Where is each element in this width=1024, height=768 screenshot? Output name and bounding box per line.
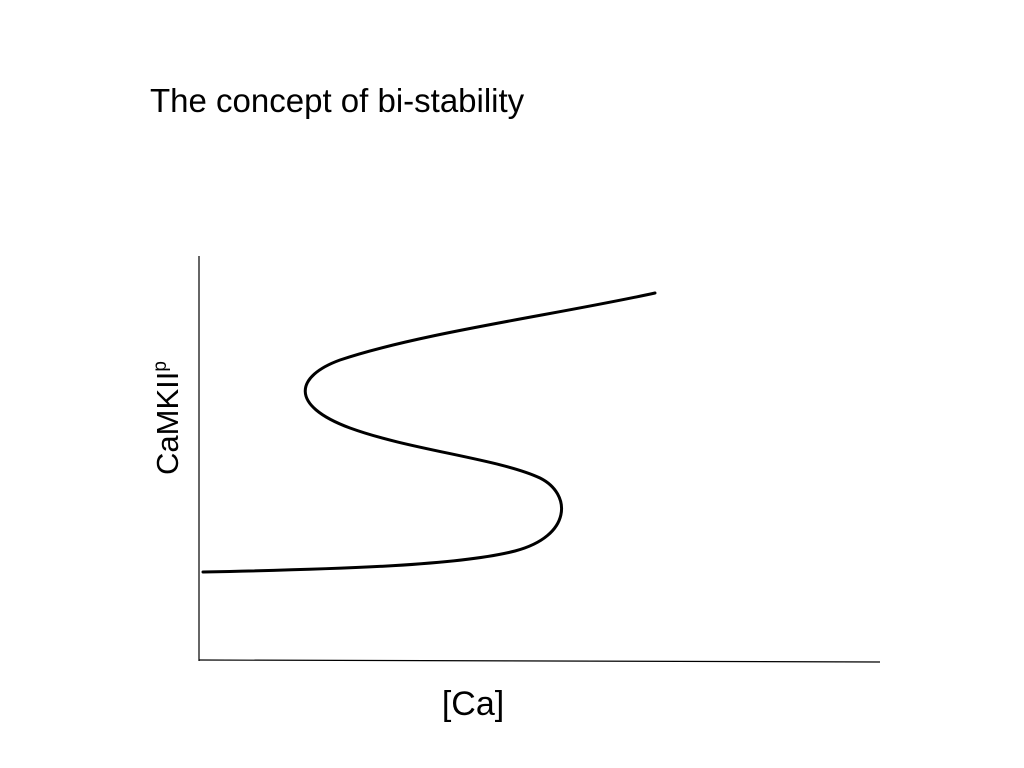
y-axis-label-superscript: p: [150, 361, 171, 372]
y-axis-label-text: CaMKIIp: [150, 361, 185, 475]
title: The concept of bi-stability: [150, 82, 525, 119]
y-axis-label: CaMKIIp: [150, 361, 185, 475]
bistability-curve: [201, 291, 657, 574]
x-axis: [198, 659, 881, 663]
y-axis-label-main: CaMKII: [150, 372, 185, 475]
x-axis-label: [Ca]: [442, 685, 504, 723]
